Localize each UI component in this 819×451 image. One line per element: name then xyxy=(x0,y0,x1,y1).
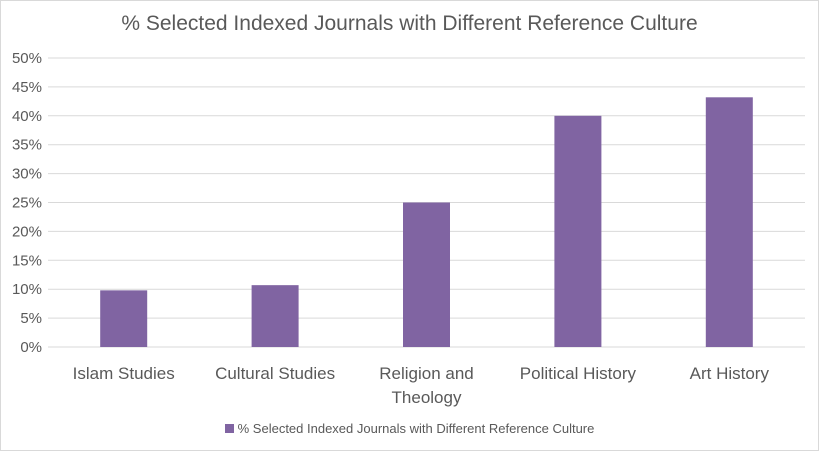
y-tick-label: 0% xyxy=(20,339,42,356)
legend-label: % Selected Indexed Journals with Differe… xyxy=(237,421,595,436)
x-tick-label: Religion and xyxy=(379,364,474,383)
y-tick-label: 35% xyxy=(12,137,42,154)
y-tick-label: 25% xyxy=(12,195,42,212)
y-tick-label: 5% xyxy=(20,310,42,327)
y-tick-label: 40% xyxy=(12,108,42,125)
x-tick-label: Political History xyxy=(520,364,637,383)
y-tick-label: 10% xyxy=(12,281,42,298)
bar xyxy=(403,202,450,347)
bar xyxy=(251,285,299,347)
bar xyxy=(100,290,148,347)
bar xyxy=(554,115,602,347)
x-tick-label: Art History xyxy=(690,364,770,383)
y-tick-label: 15% xyxy=(12,252,42,269)
y-tick-label: 45% xyxy=(12,79,42,96)
bar xyxy=(705,97,753,347)
x-tick-label: Cultural Studies xyxy=(215,364,335,383)
legend-swatch xyxy=(224,424,234,433)
chart-title: % Selected Indexed Journals with Differe… xyxy=(121,12,698,35)
legend: % Selected Indexed Journals with Differe… xyxy=(1,421,818,436)
y-tick-label: 30% xyxy=(12,166,42,183)
x-tick-label: Islam Studies xyxy=(73,364,175,383)
y-tick-label: 50% xyxy=(12,50,42,67)
y-tick-label: 20% xyxy=(12,223,42,240)
x-tick-label: Theology xyxy=(392,388,462,407)
